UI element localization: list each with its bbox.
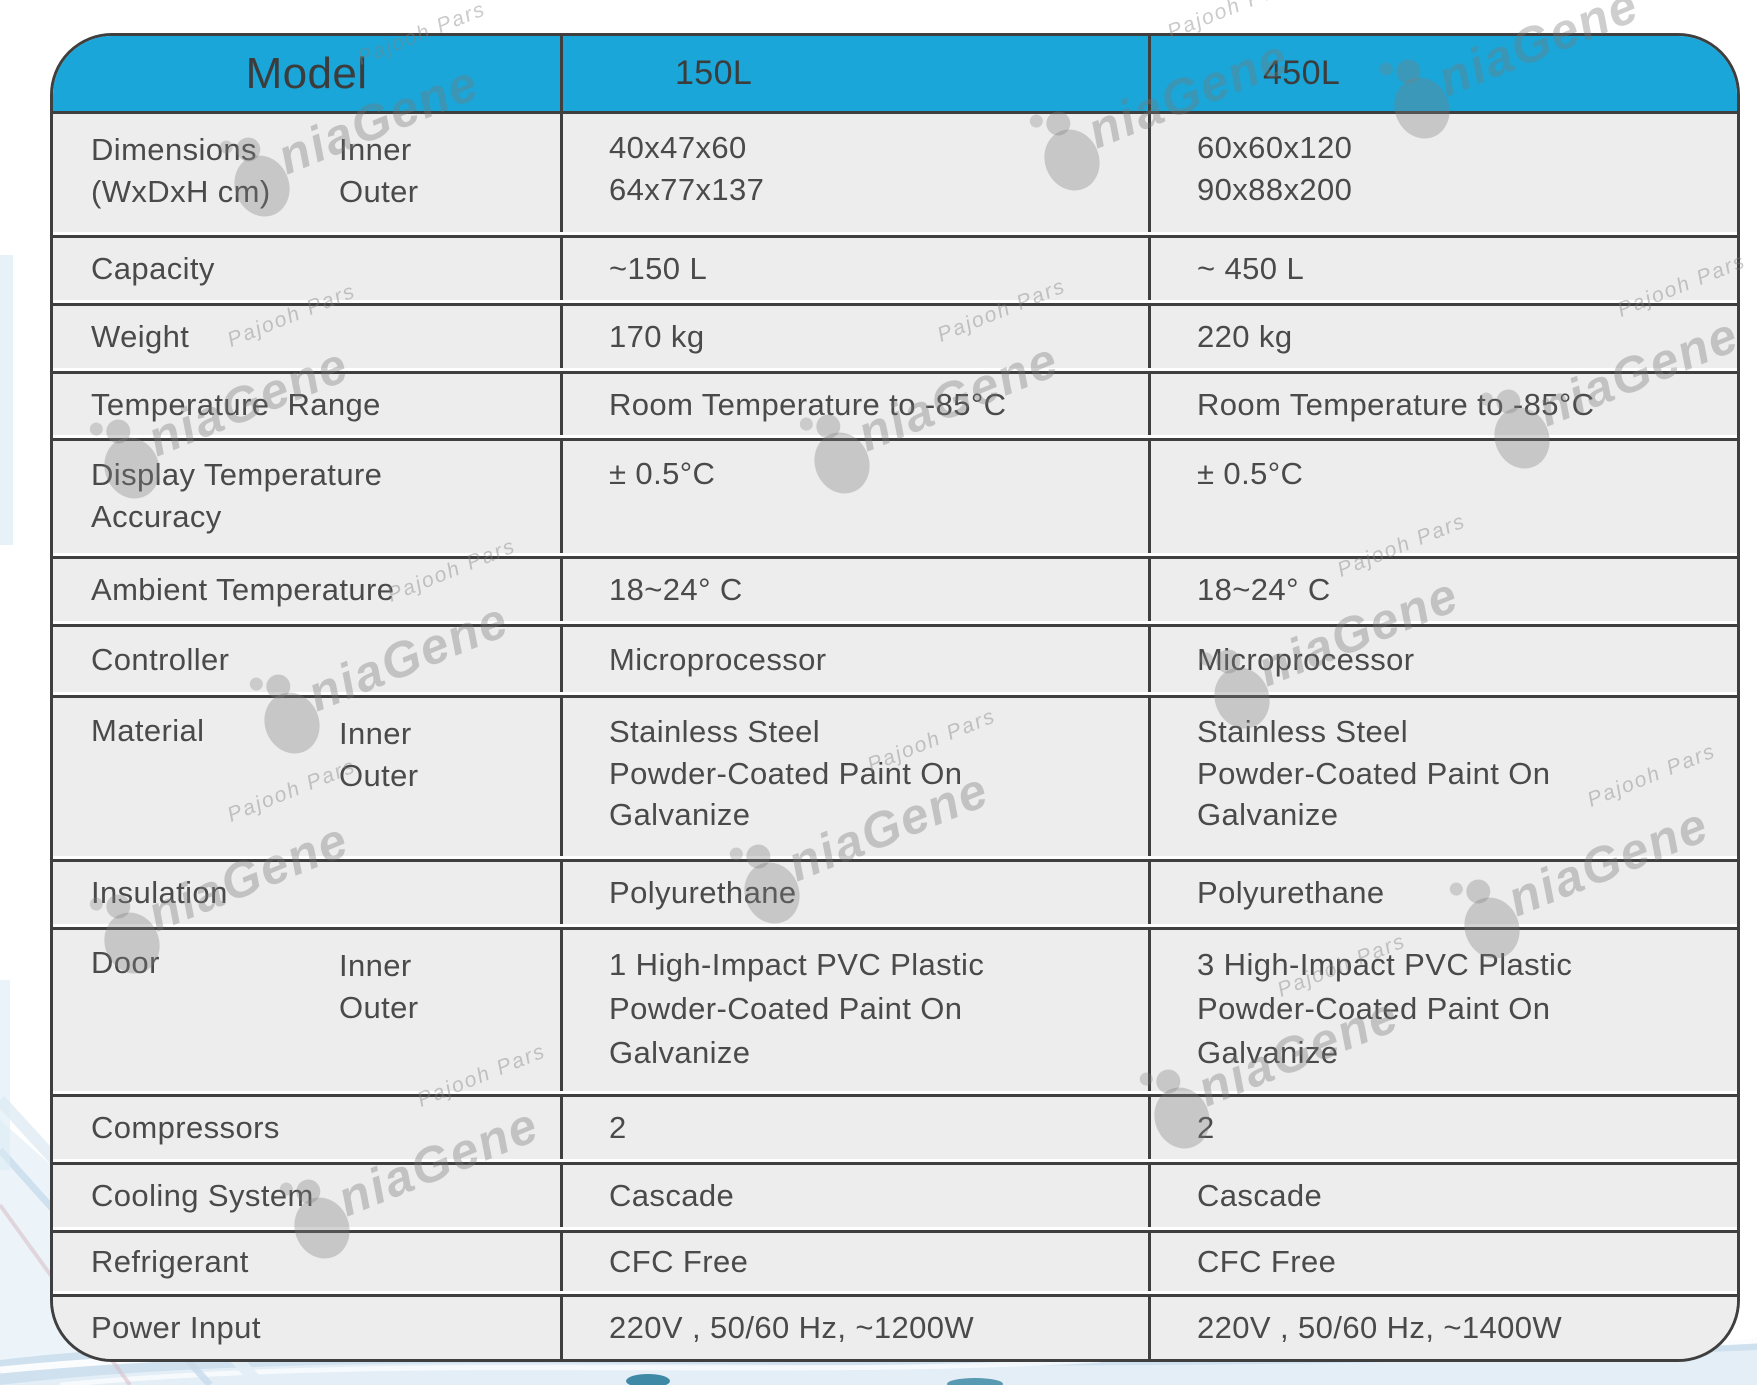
row-label: Material Inner Outer xyxy=(53,698,563,856)
value-150l: 40x47x60 64x77x137 xyxy=(563,114,1151,232)
header-model: Model xyxy=(53,36,563,111)
spec-table: Model 150L 450L Dimensions (WxDxH cm) In… xyxy=(50,33,1740,1362)
value-450l: Stainless Steel Powder-Coated Paint On G… xyxy=(1197,714,1551,833)
table-row-power-input: Power Input 220V , 50/60 Hz, ~1200W 220V… xyxy=(53,1294,1737,1359)
sublabel-inner: Inner xyxy=(339,132,412,167)
row-label: Dimensions (WxDxH cm) Inner Outer xyxy=(53,114,563,232)
row-label: Ambient Temperature xyxy=(53,559,563,621)
table-row-material: Material Inner Outer Stainless Steel Pow… xyxy=(53,695,1737,856)
table-row-cooling-system: Cooling System Cascade Cascade xyxy=(53,1162,1737,1227)
value-450l: CFC Free xyxy=(1197,1244,1337,1279)
row-label: Door Inner Outer xyxy=(53,930,563,1091)
value-150l: CFC Free xyxy=(563,1233,1151,1291)
row-label: Display Temperature Accuracy xyxy=(53,441,563,553)
table-row-refrigerant: Refrigerant CFC Free CFC Free xyxy=(53,1230,1737,1291)
value-450l: 220V , 50/60 Hz, ~1400W xyxy=(1197,1310,1563,1345)
table-row-insulation: Insulation Polyurethane Polyurethane xyxy=(53,859,1737,924)
value-150l: ± 0.5°C xyxy=(563,441,1151,553)
sublabel-outer: Outer xyxy=(339,173,419,209)
header-150l: 150L xyxy=(563,36,1151,111)
value-450l: ~ 450 L xyxy=(1197,251,1305,286)
value-450l: Room Temperature to -85°C xyxy=(1197,386,1595,422)
value-450l: Polyurethane xyxy=(1197,875,1385,910)
value-150l: 170 kg xyxy=(563,306,1151,368)
row-label: Power Input xyxy=(53,1297,563,1359)
value-450l: 3 High-Impact PVC Plastic Powder-Coated … xyxy=(1197,947,1573,1071)
value-450l: 220 kg xyxy=(1197,319,1293,354)
row-label: Cooling System xyxy=(53,1165,563,1227)
table-row-compressors: Compressors 2 2 xyxy=(53,1094,1737,1159)
value-150l: Stainless Steel Powder-Coated Paint On G… xyxy=(563,698,1151,856)
value-450l: Cascade xyxy=(1197,1178,1323,1213)
value-150l: 18~24° C xyxy=(563,559,1151,621)
value-450l: ± 0.5°C xyxy=(1197,456,1304,491)
value-450l: Microprocessor xyxy=(1197,641,1415,677)
row-label: Controller xyxy=(53,627,563,692)
value-150l: 2 xyxy=(563,1097,1151,1159)
value-450l: 18~24° C xyxy=(1197,572,1331,607)
row-label: Weight xyxy=(53,306,563,368)
value-150l: Microprocessor xyxy=(563,627,1151,692)
row-label: Compressors xyxy=(53,1097,563,1159)
value-150l: ~150 L xyxy=(563,238,1151,300)
row-label: Refrigerant xyxy=(53,1233,563,1291)
table-row-capacity: Capacity ~150 L ~ 450 L xyxy=(53,235,1737,300)
table-row-weight: Weight 170 kg 220 kg xyxy=(53,303,1737,368)
sublabel-outer: Outer xyxy=(339,757,419,793)
value-450l: 60x60x120 90x88x200 xyxy=(1197,130,1353,207)
row-label: Temperature Range xyxy=(53,374,563,435)
table-row-display-accuracy: Display Temperature Accuracy ± 0.5°C ± 0… xyxy=(53,438,1737,553)
value-150l: Room Temperature to -85°C xyxy=(563,374,1151,435)
row-label: Capacity xyxy=(53,238,563,300)
row-label-line: Dimensions xyxy=(91,132,257,167)
value-150l: 1 High-Impact PVC Plastic Powder-Coated … xyxy=(563,930,1151,1091)
table-header-row: Model 150L 450L xyxy=(53,36,1737,111)
table-row-controller: Controller Microprocessor Microprocessor xyxy=(53,624,1737,692)
value-150l: 220V , 50/60 Hz, ~1200W xyxy=(563,1297,1151,1359)
value-150l: Polyurethane xyxy=(563,862,1151,924)
table-row-door: Door Inner Outer 1 High-Impact PVC Plast… xyxy=(53,927,1737,1091)
table-row-ambient-temperature: Ambient Temperature 18~24° C 18~24° C xyxy=(53,556,1737,621)
value-450l: 2 xyxy=(1197,1110,1215,1145)
table-row-dimensions: Dimensions (WxDxH cm) Inner Outer 40x47x… xyxy=(53,111,1737,232)
sublabel-inner: Inner xyxy=(339,716,412,751)
row-label: Insulation xyxy=(53,862,563,924)
value-150l: Cascade xyxy=(563,1165,1151,1227)
sublabel-outer: Outer xyxy=(339,989,419,1025)
header-450l: 450L xyxy=(1263,54,1341,92)
table-row-temperature-range: Temperature Range Room Temperature to -8… xyxy=(53,371,1737,435)
row-label-line: (WxDxH cm) xyxy=(91,173,271,209)
sublabel-inner: Inner xyxy=(339,948,412,983)
